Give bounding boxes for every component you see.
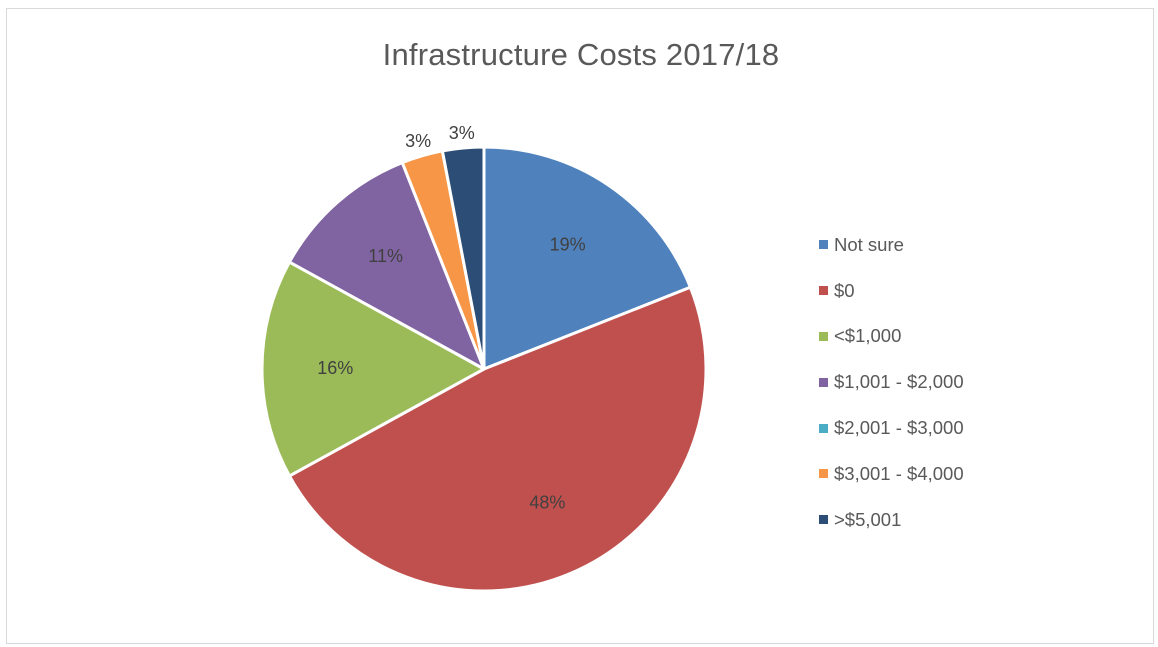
legend-label-5-001: >$5,001 — [834, 508, 902, 530]
data-label-3-001-4-000: 3% — [405, 131, 431, 151]
pie-slice-not-sure — [482, 145, 692, 371]
data-label-1-000: 16% — [317, 358, 353, 378]
pie-slice-0 — [287, 285, 708, 593]
data-label-0: 48% — [529, 492, 565, 512]
legend-label-0: $0 — [834, 279, 855, 301]
legend-swatch-3-001-4-000 — [819, 469, 828, 479]
legend-label-not-sure: Not sure — [834, 233, 904, 255]
legend-swatch-2-001-3-000 — [819, 423, 828, 433]
legend-item-5-001: >$5,001 — [819, 497, 964, 543]
legend-label-3-001-4-000: $3,001 - $4,000 — [834, 462, 964, 484]
legend-label-2-001-3-000: $2,001 - $3,000 — [834, 417, 964, 439]
pie-slice-5-001 — [440, 145, 486, 371]
pie-slice-1-000 — [260, 260, 486, 478]
legend-item-not-sure: Not sure — [819, 222, 964, 268]
legend-item-1-001-2-000: $1,001 - $2,000 — [819, 359, 964, 405]
legend-label-1-000: <$1,000 — [834, 325, 902, 347]
legend-item-2-001-3-000: $2,001 - $3,000 — [819, 405, 964, 451]
chart-legend: Not sure $0 <$1,000 $1,001 - $2,000 $2,001 -… — [819, 222, 964, 543]
legend-item-0: $0 — [819, 268, 964, 314]
data-label-5-001: 3% — [449, 123, 475, 143]
legend-swatch-1-001-2-000 — [819, 377, 828, 387]
legend-swatch-not-sure — [819, 240, 828, 250]
pie-chart: 19% 48% 16% 11% 3% 3% — [260, 123, 708, 593]
chart-title: Infrastructure Costs 2017/18 — [382, 37, 780, 72]
pie-slice-1-001-2-000 — [287, 161, 486, 371]
data-label-not-sure: 19% — [550, 235, 586, 255]
legend-item-1-000: <$1,000 — [819, 314, 964, 360]
legend-swatch-0 — [819, 286, 828, 296]
legend-label-1-001-2-000: $1,001 - $2,000 — [834, 371, 964, 393]
data-label-1-001-2-000: 11% — [368, 246, 403, 266]
chart-area: Infrastructure Costs 2017/18 19% 48% 16% 11… — [6, 8, 1154, 644]
legend-swatch-1-000 — [819, 331, 828, 341]
legend-swatch-5-001 — [819, 515, 828, 525]
legend-item-3-001-4-000: $3,001 - $4,000 — [819, 451, 964, 497]
